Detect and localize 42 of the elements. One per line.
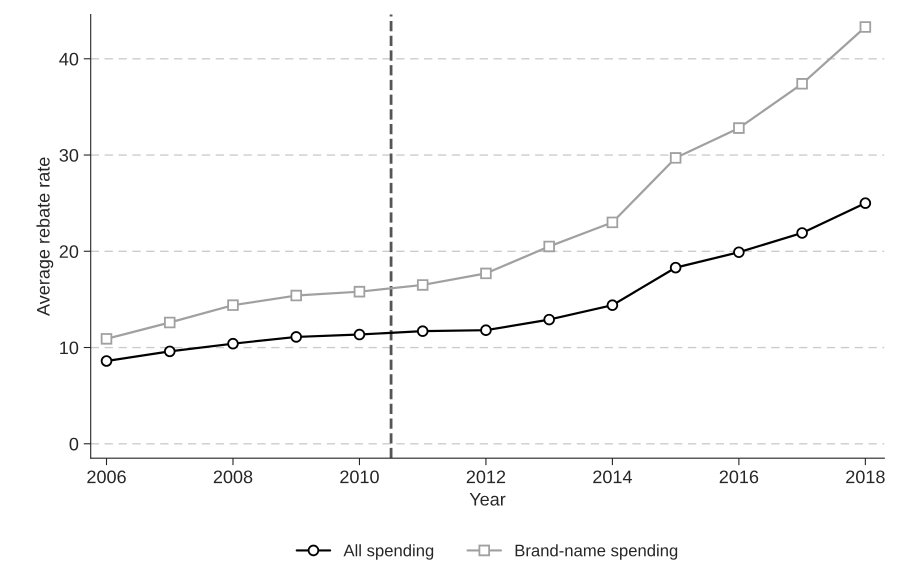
point	[860, 21, 872, 33]
point	[164, 316, 176, 328]
x-tick-label: 2016	[720, 470, 758, 484]
point	[227, 338, 239, 350]
point	[733, 122, 745, 134]
point	[670, 262, 682, 274]
x-tick-label: 2018	[846, 470, 885, 484]
point	[354, 328, 366, 340]
y-axis-title: Average rebate rate	[36, 158, 54, 316]
point	[100, 333, 112, 345]
point	[290, 331, 302, 343]
point	[480, 324, 492, 336]
y-tick-label: 30	[60, 148, 78, 162]
y-tick-label: 40	[59, 52, 78, 66]
x-axis-title: Year	[470, 493, 506, 506]
y-tick-label: 0	[70, 438, 78, 450]
x-tick-label: 2008	[214, 470, 252, 484]
point	[670, 152, 682, 164]
point	[480, 268, 492, 280]
x-tick-label: 2010	[340, 470, 379, 484]
point	[227, 299, 239, 311]
x-tick-label: 2006	[87, 470, 126, 484]
x-tick-label: 2014	[593, 470, 632, 484]
y-tick-label: 10	[60, 341, 78, 354]
point	[164, 346, 176, 358]
y-tick-label: 20	[60, 245, 78, 258]
x-tick-label: 2012	[466, 470, 506, 484]
point	[733, 246, 745, 258]
point	[606, 299, 618, 311]
legend-label: All spending	[343, 544, 434, 560]
point	[416, 279, 428, 291]
point	[796, 227, 808, 239]
point	[860, 197, 872, 209]
point	[100, 355, 112, 367]
legend-label: Brand-name spending	[516, 544, 678, 560]
point	[416, 325, 428, 337]
point	[606, 216, 618, 228]
point	[543, 240, 555, 252]
point	[290, 290, 302, 302]
point	[354, 286, 366, 298]
point	[543, 314, 555, 326]
point	[796, 78, 808, 90]
